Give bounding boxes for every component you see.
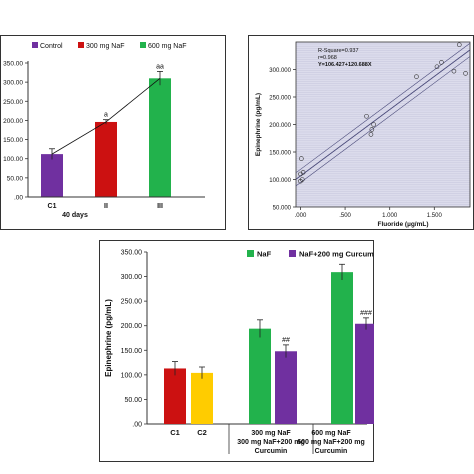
- x-tick-label: II: [104, 203, 108, 210]
- category-label: 600 mg NaF: [311, 430, 351, 437]
- data-point: [299, 156, 304, 161]
- bar: [191, 372, 213, 424]
- y-tick-label: 100.000: [269, 178, 291, 184]
- data-point: [434, 64, 440, 70]
- chart-frame: [99, 240, 374, 462]
- bar-annotation: ###: [360, 310, 372, 317]
- data-point: [298, 178, 303, 184]
- data-point: [369, 127, 375, 132]
- stat-label: Y=106.427+120.688X: [318, 62, 372, 68]
- legend-label: NaF: [257, 250, 272, 259]
- y-tick-label: .00: [132, 422, 142, 429]
- category-label: C1: [170, 428, 180, 437]
- y-tick-label: 300.000: [269, 68, 291, 74]
- bar: [355, 323, 374, 424]
- y-tick-label: 300.00: [3, 80, 23, 87]
- x-axis-label: Fluoride (µg/mL): [377, 221, 428, 228]
- confidence-line: [295, 43, 471, 173]
- x-tick-label: .500: [339, 213, 351, 219]
- category-label: 300 mg NaF+200 mg: [237, 439, 305, 446]
- y-tick-label: 350.00: [121, 250, 143, 257]
- y-tick-label: 50.00: [124, 397, 142, 404]
- y-tick-label: 200.00: [3, 118, 23, 125]
- bar: [331, 272, 353, 424]
- bar: [275, 351, 297, 424]
- legend-label: Control: [40, 43, 63, 50]
- y-tick-label: 250.000: [269, 96, 291, 102]
- chart-top-right: 50.000 100.000 150.000 200.000 250.000 300.00…: [248, 35, 474, 230]
- category-label: 600 mg NaF+200 mg: [297, 439, 365, 446]
- y-tick-label: 250.00: [3, 99, 23, 106]
- x-tick-label: 1.000: [382, 213, 398, 219]
- stat-label: r=0.968: [318, 55, 337, 61]
- y-axis-label: Epinephrine (pg/mL): [104, 299, 113, 377]
- x-axis-label: 40 days: [62, 212, 88, 219]
- stat-label: R-Square=0.937: [318, 48, 359, 54]
- chart-top-left: Control 300 mg NaF 600 mg NaF .00 50.00 100.…: [0, 35, 226, 230]
- y-tick-label: 100.00: [3, 156, 23, 163]
- trend-line: [51, 78, 161, 155]
- bar: [95, 121, 117, 197]
- y-tick-label: .00: [14, 195, 23, 202]
- data-point: [364, 113, 369, 119]
- data-point: [368, 132, 374, 137]
- y-tick-label: 150.00: [121, 348, 143, 355]
- data-point: [300, 170, 306, 175]
- data-point: [463, 71, 468, 76]
- y-tick-label: 50.00: [7, 175, 24, 182]
- fit-line: [295, 49, 471, 180]
- legend-swatch: [78, 42, 84, 48]
- bars: aaa: [41, 63, 171, 197]
- category-label: Curcumin: [255, 448, 288, 455]
- x-tick-label: C1: [48, 203, 57, 210]
- scatter-plot: 50.000 100.000 150.000 200.000 250.000 300.00…: [255, 41, 471, 228]
- data-point: [451, 68, 457, 74]
- data-point: [371, 122, 376, 127]
- data-point: [439, 60, 444, 65]
- chart-bottom: NaF NaF+200 mg Curcumin .00 50.00 100.00 150.…: [99, 240, 374, 462]
- x-tick-label: III: [157, 203, 163, 210]
- bar: [149, 78, 171, 197]
- plot-background: [296, 42, 470, 207]
- y-tick-label: 100.00: [121, 372, 143, 379]
- legend-swatch: [247, 250, 254, 257]
- y-tick-label: 200.000: [269, 123, 291, 129]
- y-tick-label: 300.00: [121, 274, 143, 281]
- grouped-bar-plot: NaF NaF+200 mg Curcumin .00 50.00 100.00 150.…: [104, 250, 374, 455]
- bar: [164, 368, 186, 424]
- legend-swatch: [32, 42, 38, 48]
- data-point: [414, 74, 419, 79]
- legend-label: 600 mg NaF: [148, 43, 187, 50]
- category-label: Curcumin: [315, 448, 348, 455]
- y-tick-label: 150.000: [269, 151, 291, 157]
- legend-label: 300 mg NaF: [86, 43, 125, 50]
- x-tick-label: .000: [295, 213, 307, 219]
- y-tick-label: 250.00: [121, 299, 143, 306]
- y-tick-label: 200.00: [121, 323, 143, 330]
- y-axis: .00 50.00 100.00 150.00 200.00 250.00 300.00 35…: [3, 61, 29, 202]
- legend: Control 300 mg NaF 600 mg NaF: [32, 42, 187, 50]
- bar: [41, 154, 63, 197]
- category-label: C2: [197, 428, 207, 437]
- bar-annotation: aa: [156, 63, 164, 70]
- y-tick-label: 350.00: [3, 61, 23, 68]
- bar: [249, 328, 271, 424]
- confidence-line: [295, 56, 471, 187]
- y-tick-label: 150.00: [3, 137, 23, 144]
- legend-label: NaF+200 mg Curcumin: [299, 250, 374, 259]
- x-tick-label: 1.500: [427, 213, 443, 219]
- legend-swatch: [140, 42, 146, 48]
- category-label: 300 mg NaF: [251, 430, 291, 437]
- legend-swatch: [289, 250, 296, 257]
- bar-annotation: ##: [282, 337, 290, 344]
- y-tick-label: 50.000: [273, 206, 292, 212]
- y-axis-label: Epinephrine (pg/mL): [255, 93, 262, 156]
- data-point: [456, 42, 462, 48]
- bar-annotation: a: [104, 112, 108, 119]
